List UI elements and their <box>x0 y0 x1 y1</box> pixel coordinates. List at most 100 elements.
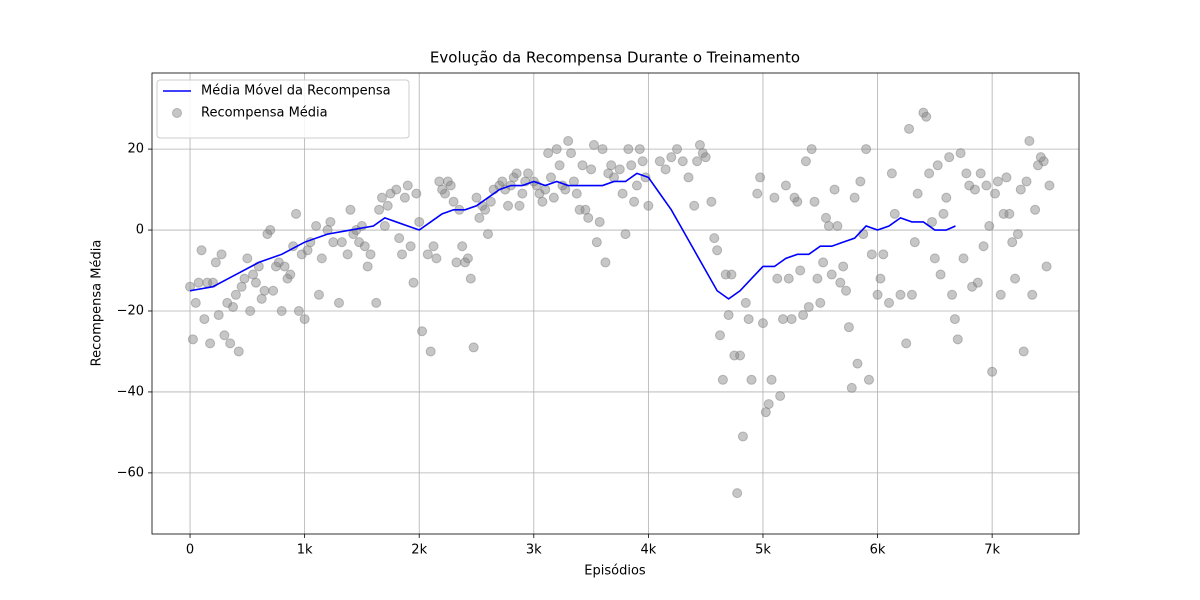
scatter-point <box>998 208 1009 219</box>
scatter-point <box>723 310 734 321</box>
y-tick-label: 0 <box>136 223 144 238</box>
scatter-point <box>623 144 634 155</box>
scatter-point <box>792 196 803 207</box>
scatter-point <box>293 305 304 316</box>
scatter-point <box>672 144 683 155</box>
x-tick-label: 5k <box>755 543 771 558</box>
scatter-point <box>757 318 768 329</box>
scatter-point <box>909 237 920 248</box>
scatter-point <box>626 160 637 171</box>
x-tick-label: 1k <box>297 543 313 558</box>
scatter-point <box>359 241 370 252</box>
scatter-point <box>336 237 347 248</box>
scatter-point <box>990 188 1001 199</box>
scatter-point <box>457 241 468 252</box>
scatter-point <box>233 346 244 357</box>
scatter-point <box>408 277 419 288</box>
scatter-point <box>588 140 599 151</box>
scatter-point <box>551 144 562 155</box>
x-tick-label: 4k <box>640 543 656 558</box>
scatter-point <box>715 330 726 341</box>
scatter-point <box>935 269 946 280</box>
scatter-point <box>778 314 789 325</box>
scatter-point <box>213 310 224 321</box>
scatter-point <box>766 374 777 385</box>
scatter-point <box>1041 261 1052 272</box>
scatter-point <box>448 196 459 207</box>
scatter-point <box>720 269 731 280</box>
scatter-point <box>878 249 889 260</box>
scatter-point <box>265 225 276 236</box>
scatter-point <box>1024 135 1035 146</box>
scatter-point <box>775 390 786 401</box>
scatter-point <box>700 152 711 163</box>
scatter-point <box>279 261 290 272</box>
scatter-point <box>397 249 408 260</box>
scatter-point <box>1007 237 1018 248</box>
y-axis-label: Recompensa Média <box>90 240 105 367</box>
scatter-point <box>1001 172 1012 183</box>
scatter-point <box>729 350 740 361</box>
scatter-point <box>239 273 250 284</box>
scatter-point <box>732 488 743 499</box>
scatter-point <box>786 314 797 325</box>
scatter-point <box>571 188 582 199</box>
scatter-point <box>884 297 895 308</box>
scatter-point <box>597 144 608 155</box>
scatter-point <box>861 144 872 155</box>
scatter-point <box>193 277 204 288</box>
scatter-point <box>800 156 811 167</box>
scatter-point <box>543 148 554 159</box>
scatter-point <box>316 253 327 264</box>
scatter-point <box>863 374 874 385</box>
scatter-point <box>795 265 806 276</box>
scatter-point <box>1012 229 1023 240</box>
y-tick-label: −60 <box>117 465 144 480</box>
scatter-point <box>374 204 385 215</box>
scatter-point <box>545 172 556 183</box>
scatter-point <box>823 220 834 231</box>
scatter-point <box>629 196 640 207</box>
scatter-point <box>780 180 791 191</box>
scatter-point <box>342 249 353 260</box>
scatter-point <box>958 253 969 264</box>
scatter-point <box>566 148 577 159</box>
scatter-point <box>199 314 210 325</box>
scatter-point <box>451 257 462 268</box>
scatter-point <box>783 273 794 284</box>
y-tick-label: −20 <box>117 303 144 318</box>
scatter-point <box>225 338 236 349</box>
scatter-point <box>1038 156 1049 167</box>
scatter-point <box>411 188 422 199</box>
scatter-point <box>540 184 551 195</box>
scatter-point <box>926 216 937 227</box>
scatter-point <box>465 273 476 284</box>
scatter-point <box>843 322 854 333</box>
scatter-point <box>594 216 605 227</box>
scatter-point <box>268 285 279 296</box>
scatter-point <box>677 156 688 167</box>
scatter-point <box>889 208 900 219</box>
scatter-point <box>712 245 723 256</box>
scatter-point <box>904 123 915 134</box>
scatter-point <box>219 330 230 341</box>
scatter-point <box>995 289 1006 300</box>
x-axis-label: Episódios <box>584 564 646 579</box>
scatter-point <box>872 289 883 300</box>
scatter-point <box>1010 273 1021 284</box>
scatter-point <box>365 249 376 260</box>
y-tick-label: 20 <box>127 142 144 157</box>
scatter-point <box>944 152 955 163</box>
scatter-point <box>895 289 906 300</box>
scatter-point <box>362 261 373 272</box>
scatter-point <box>517 188 528 199</box>
scatter-point <box>560 184 571 195</box>
scatter-point <box>474 212 485 223</box>
scatter-point <box>984 220 995 231</box>
scatter-point <box>806 144 817 155</box>
scatter-point <box>901 338 912 349</box>
scatter-point <box>838 261 849 272</box>
plot-frame <box>151 72 1080 535</box>
scatter-point <box>537 196 548 207</box>
